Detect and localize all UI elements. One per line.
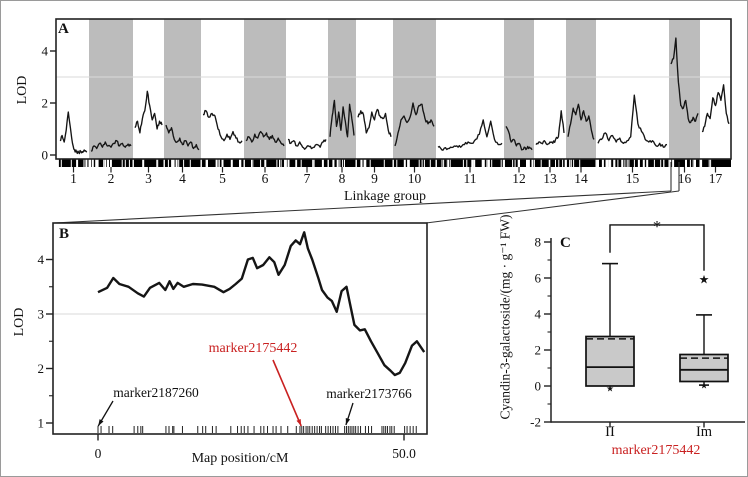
ytick-label-a: 4	[42, 44, 49, 59]
lod-curve-lg6	[245, 130, 285, 147]
panel-a-frame	[55, 18, 732, 160]
ytick-label-b: 2	[38, 361, 45, 376]
lg-label-8: 8	[339, 171, 346, 186]
lod-curve-lg11	[437, 119, 503, 151]
lod-curve-lg12	[505, 126, 533, 151]
lod-curve-lg7	[287, 138, 327, 150]
panel-a-ylabel: LOD	[15, 75, 30, 105]
lg-label-11: 11	[464, 171, 477, 186]
lg-label-6: 6	[262, 171, 269, 186]
ytick-label-b: 1	[38, 416, 45, 431]
panel-b: 1 2 3 4 0 50.0	[38, 222, 428, 461]
arrow-marker2175442-head	[296, 419, 302, 426]
lg-label-1: 1	[70, 171, 77, 186]
lg-label-5: 5	[219, 171, 226, 186]
lod-curve-lg8	[329, 99, 355, 138]
lg-label-2: 2	[108, 171, 115, 186]
lod-curve-lg16-zoom	[97, 231, 426, 377]
lg-label-17: 17	[709, 171, 723, 186]
panel-c-xlabel-marker: marker2175442	[611, 443, 701, 458]
ytick-label-b: 4	[38, 252, 45, 267]
panel-b-xlabel: Map position/cM	[191, 451, 289, 466]
lod-curve-lg17	[701, 84, 730, 133]
panel-a-xlabel: Linkage group	[343, 189, 427, 204]
zoom-connector-line	[425, 190, 680, 224]
category-label-II: II	[605, 424, 615, 440]
marker-label-2175442: marker2175442	[208, 341, 298, 356]
star-point-II: ★	[606, 383, 614, 393]
lod-curve-lg3	[134, 90, 163, 134]
marker-label-2173766: marker2173766	[326, 386, 412, 401]
panel-c: -2 0 2 4 6 8 ★ ★ ★ *	[530, 217, 745, 430]
lg-band-2	[89, 19, 133, 159]
lod-curve-lg2	[90, 139, 132, 152]
ytick-label-c: 6	[535, 271, 542, 286]
panel-b-letter: B	[59, 226, 70, 242]
rug-band	[58, 159, 731, 167]
ytick-label-c: 2	[535, 343, 542, 358]
lg-label-7: 7	[304, 171, 311, 186]
xtick-label-b: 50.0	[392, 446, 416, 461]
arrow-marker2175442	[272, 359, 302, 427]
lg-label-12: 12	[512, 171, 526, 186]
lg-label-16: 16	[678, 171, 692, 186]
ytick-label-a: 2	[42, 96, 49, 111]
panel-b-frame	[52, 222, 428, 435]
panel-a-letter: A	[58, 21, 69, 37]
lod-curve-lg15	[597, 94, 668, 148]
box-Im	[679, 353, 729, 383]
star-point-Im: ★	[699, 272, 710, 286]
significance-bracket	[609, 224, 705, 271]
lg-label-14: 14	[574, 171, 588, 186]
lod-curve-lg1	[59, 111, 88, 155]
lg-label-4: 4	[179, 171, 186, 186]
lg-band-10	[393, 19, 436, 159]
ytick-label-c: -2	[530, 415, 541, 430]
arrow-marker2173766-head	[345, 418, 351, 425]
lg-label-3: 3	[145, 171, 152, 186]
marker-label-2187260: marker2187260	[113, 385, 199, 400]
lod-curve-lg14	[567, 103, 595, 140]
lod-curve-lg5	[202, 109, 243, 144]
lod-curve-lg4	[165, 124, 200, 151]
lod-curve-lg10	[394, 102, 435, 147]
xtick-label-b: 0	[95, 446, 102, 461]
lg-label-13: 13	[543, 171, 557, 186]
panel-c-letter: C	[560, 235, 571, 251]
lg-band-8	[328, 19, 356, 159]
lg-band-4	[164, 19, 201, 159]
lg-band-16	[669, 19, 700, 159]
ytick-label-b: 3	[38, 307, 45, 322]
category-label-Im: Im	[695, 424, 713, 440]
star-point-Im: ★	[700, 381, 708, 391]
panel-b-ylabel: LOD	[12, 307, 27, 337]
ytick-label-a: 0	[42, 148, 49, 163]
marker-rug-a	[57, 159, 731, 167]
arrow-marker2187260-head	[98, 419, 104, 426]
lg-label-9: 9	[371, 171, 378, 186]
significance-asterisk: *	[653, 217, 662, 236]
box-II	[585, 335, 635, 387]
lod-curve-lg13	[535, 110, 565, 146]
lg-label-15: 15	[626, 171, 640, 186]
lg-band-12	[504, 19, 534, 159]
ytick-label-c: 0	[535, 379, 542, 394]
panel-c-ylabel: Cyandin-3-galactoside/(mg · g⁻¹ FW)	[497, 214, 513, 420]
zoom-connector-line	[53, 190, 672, 224]
lg-band-14	[566, 19, 596, 159]
ytick-label-c: 4	[535, 307, 542, 322]
lg-label-10: 10	[408, 171, 422, 186]
ytick-label-c: 8	[535, 235, 542, 250]
lod-curve-lg9	[357, 108, 392, 137]
lod-curve-lg16	[670, 37, 699, 124]
